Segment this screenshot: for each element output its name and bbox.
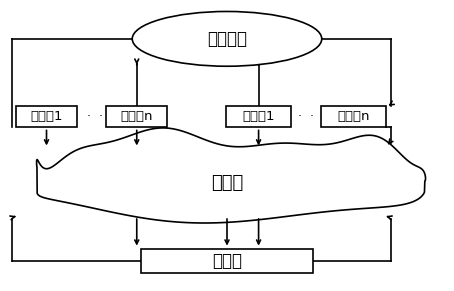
Text: ·  ·: · · — [298, 110, 314, 123]
Bar — [106, 106, 167, 127]
Ellipse shape — [132, 11, 322, 66]
Polygon shape — [37, 128, 425, 223]
Bar — [321, 106, 386, 127]
Text: 执行器1: 执行器1 — [30, 110, 63, 123]
Text: 控制器: 控制器 — [212, 252, 242, 270]
Text: 网　络: 网 络 — [211, 174, 243, 192]
Text: 传感器n: 传感器n — [337, 110, 370, 123]
Bar — [141, 249, 313, 273]
Bar — [226, 106, 291, 127]
Text: 被控对象: 被控对象 — [207, 30, 247, 48]
Bar — [16, 106, 77, 127]
Text: ·  ·: · · — [87, 110, 103, 123]
Text: 传感器1: 传感器1 — [242, 110, 275, 123]
Text: 执行器n: 执行器n — [120, 110, 153, 123]
